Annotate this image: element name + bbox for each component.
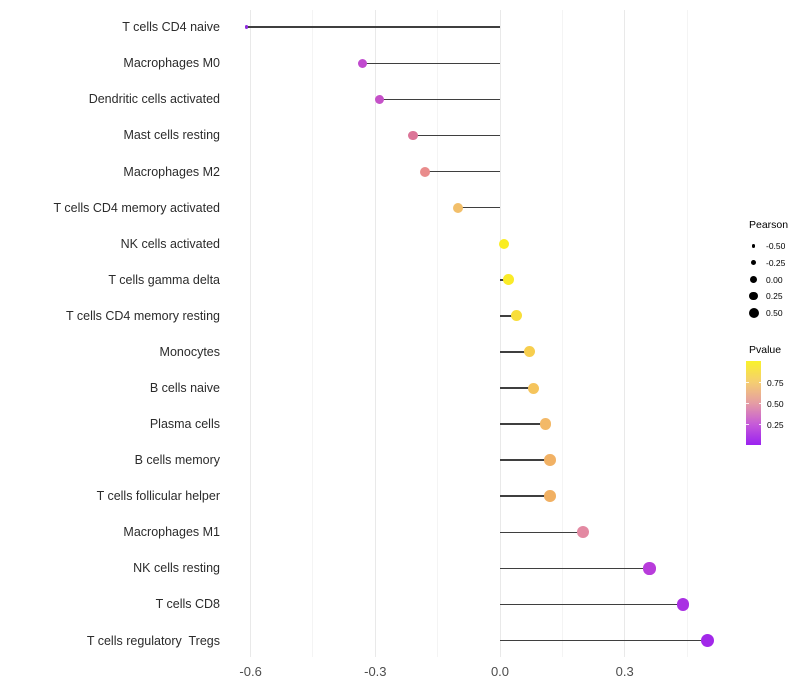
- lollipop-stem: [458, 206, 500, 209]
- legend-pvalue-title: Pvalue: [749, 344, 782, 356]
- data-point: [544, 454, 556, 466]
- y-axis-label: NK cells activated: [120, 236, 220, 251]
- y-axis-label: Macrophages M0: [123, 56, 220, 71]
- data-point: [527, 382, 539, 394]
- data-point: [453, 202, 464, 213]
- lollipop-stem: [500, 495, 550, 497]
- legend-size-label: -0.50: [766, 241, 786, 252]
- data-point: [420, 166, 431, 177]
- lollipop-stem: [425, 170, 500, 173]
- lollipop-stem: [500, 459, 550, 461]
- x-axis-tick-label: 0.3: [615, 664, 634, 679]
- lollipop-stem: [500, 387, 534, 389]
- data-point: [676, 598, 690, 611]
- x-axis-tick-label: -0.6: [239, 664, 262, 679]
- legend-size-label: 0.25: [766, 291, 783, 302]
- data-point: [577, 526, 590, 539]
- data-point: [499, 238, 510, 249]
- gridline-major: [499, 10, 501, 657]
- y-axis-label: Monocytes: [159, 344, 220, 359]
- legend-size-swatch: [750, 275, 757, 283]
- y-axis-label: B cells naive: [149, 381, 220, 395]
- y-axis-label: T cells CD4 naive: [122, 20, 220, 35]
- legend-size-swatch: [749, 291, 758, 301]
- y-axis-label: T cells CD4 memory resting: [66, 308, 220, 323]
- lollipop-stem: [246, 26, 500, 28]
- y-axis-label: T cells follicular helper: [96, 489, 220, 504]
- gridline-minor: [561, 10, 563, 657]
- legend-pearson-title: Pearson: [749, 219, 789, 231]
- colorbar-tick: [758, 381, 761, 383]
- data-point: [643, 562, 656, 575]
- lollipop-stem: [500, 639, 708, 642]
- legend-size-swatch: [750, 259, 757, 266]
- x-axis-tick-label: -0.3: [364, 664, 387, 679]
- y-axis-label: Macrophages M1: [123, 525, 220, 540]
- y-axis-label: NK cells resting: [133, 561, 220, 576]
- gridline-minor: [686, 10, 688, 657]
- colorbar-label: 0.25: [767, 419, 784, 430]
- colorbar-tick: [746, 423, 749, 425]
- data-point: [540, 418, 552, 430]
- legend-size-label: 0.00: [766, 274, 783, 285]
- lollipop-stem: [500, 567, 650, 570]
- gridline-major: [374, 10, 376, 657]
- colorbar-tick: [746, 402, 749, 404]
- y-axis-label: Mast cells resting: [123, 128, 220, 143]
- lollipop-stem: [500, 315, 517, 317]
- lollipop-stem: [500, 603, 683, 606]
- lollipop-stem: [500, 423, 546, 425]
- gridline-major: [250, 10, 252, 657]
- data-point: [544, 490, 556, 503]
- y-axis-label: T cells regulatory Tregs: [86, 633, 220, 648]
- colorbar-tick: [758, 423, 761, 425]
- y-axis-label: T cells CD4 memory activated: [53, 200, 221, 215]
- legend-size-swatch: [748, 307, 759, 318]
- y-axis-label: T cells gamma delta: [108, 272, 220, 287]
- data-point: [358, 58, 368, 68]
- lollipop-stem: [500, 531, 584, 534]
- y-axis-label: Plasma cells: [149, 417, 220, 432]
- data-point: [701, 633, 715, 648]
- colorbar-label: 0.75: [767, 377, 784, 388]
- colorbar-tick: [746, 381, 749, 383]
- lollipop-stem: [362, 62, 500, 65]
- gridline-minor: [312, 10, 314, 657]
- legend-size-swatch: [751, 243, 756, 248]
- data-point: [502, 274, 514, 286]
- data-point: [407, 130, 418, 141]
- gridline-minor: [437, 10, 439, 657]
- lollipop-stem: [500, 351, 530, 353]
- y-axis-label: B cells memory: [134, 453, 220, 468]
- lollipop-stem: [412, 134, 500, 137]
- data-point: [374, 94, 385, 104]
- lollipop-stem: [379, 98, 500, 101]
- data-point: [523, 346, 535, 358]
- legend-size-label: 0.50: [766, 308, 783, 319]
- x-axis-tick-label: 0.0: [490, 664, 510, 679]
- data-point: [511, 310, 523, 322]
- legend-size-label: -0.25: [766, 257, 786, 268]
- y-axis-label: T cells CD8: [155, 597, 220, 612]
- colorbar-tick: [758, 402, 761, 404]
- data-point: [244, 25, 249, 29]
- y-axis-label: Dendritic cells activated: [88, 92, 220, 107]
- y-axis-label: Macrophages M2: [123, 164, 220, 179]
- pvalue-colorbar: [746, 361, 761, 445]
- colorbar-label: 0.50: [767, 398, 784, 409]
- gridline-major: [624, 10, 626, 657]
